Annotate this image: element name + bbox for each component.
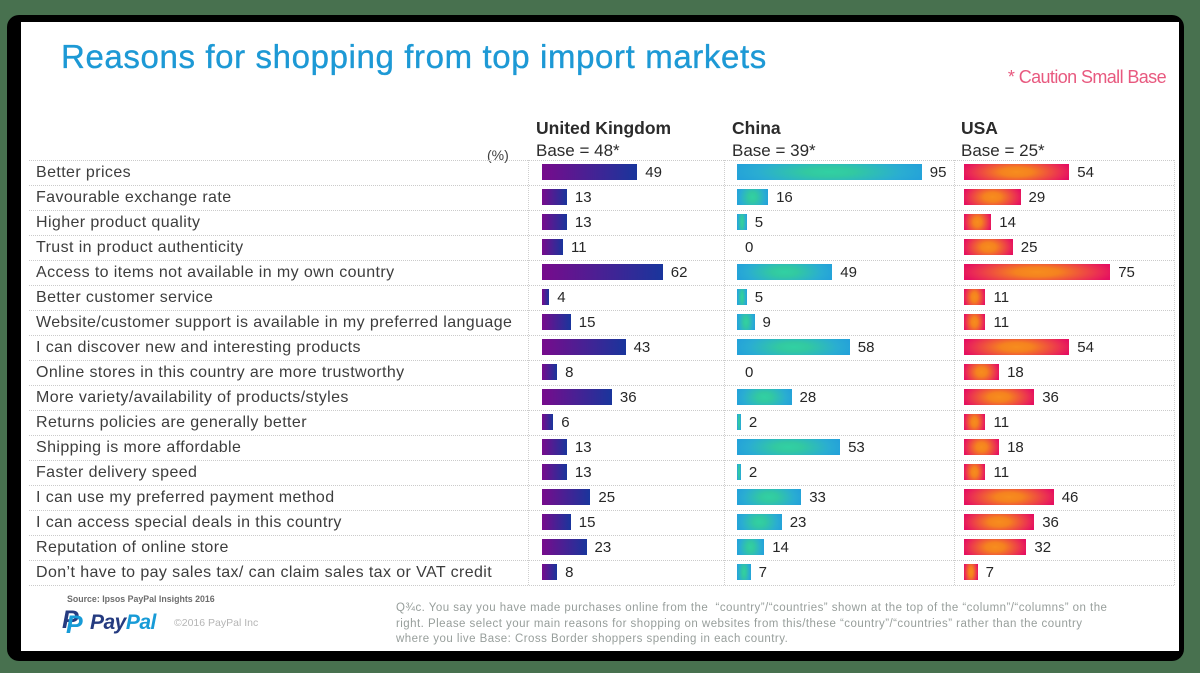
- svg-text:P: P: [66, 611, 83, 637]
- svg-text:PayPal: PayPal: [90, 611, 158, 634]
- svg-text:P: P: [62, 606, 79, 634]
